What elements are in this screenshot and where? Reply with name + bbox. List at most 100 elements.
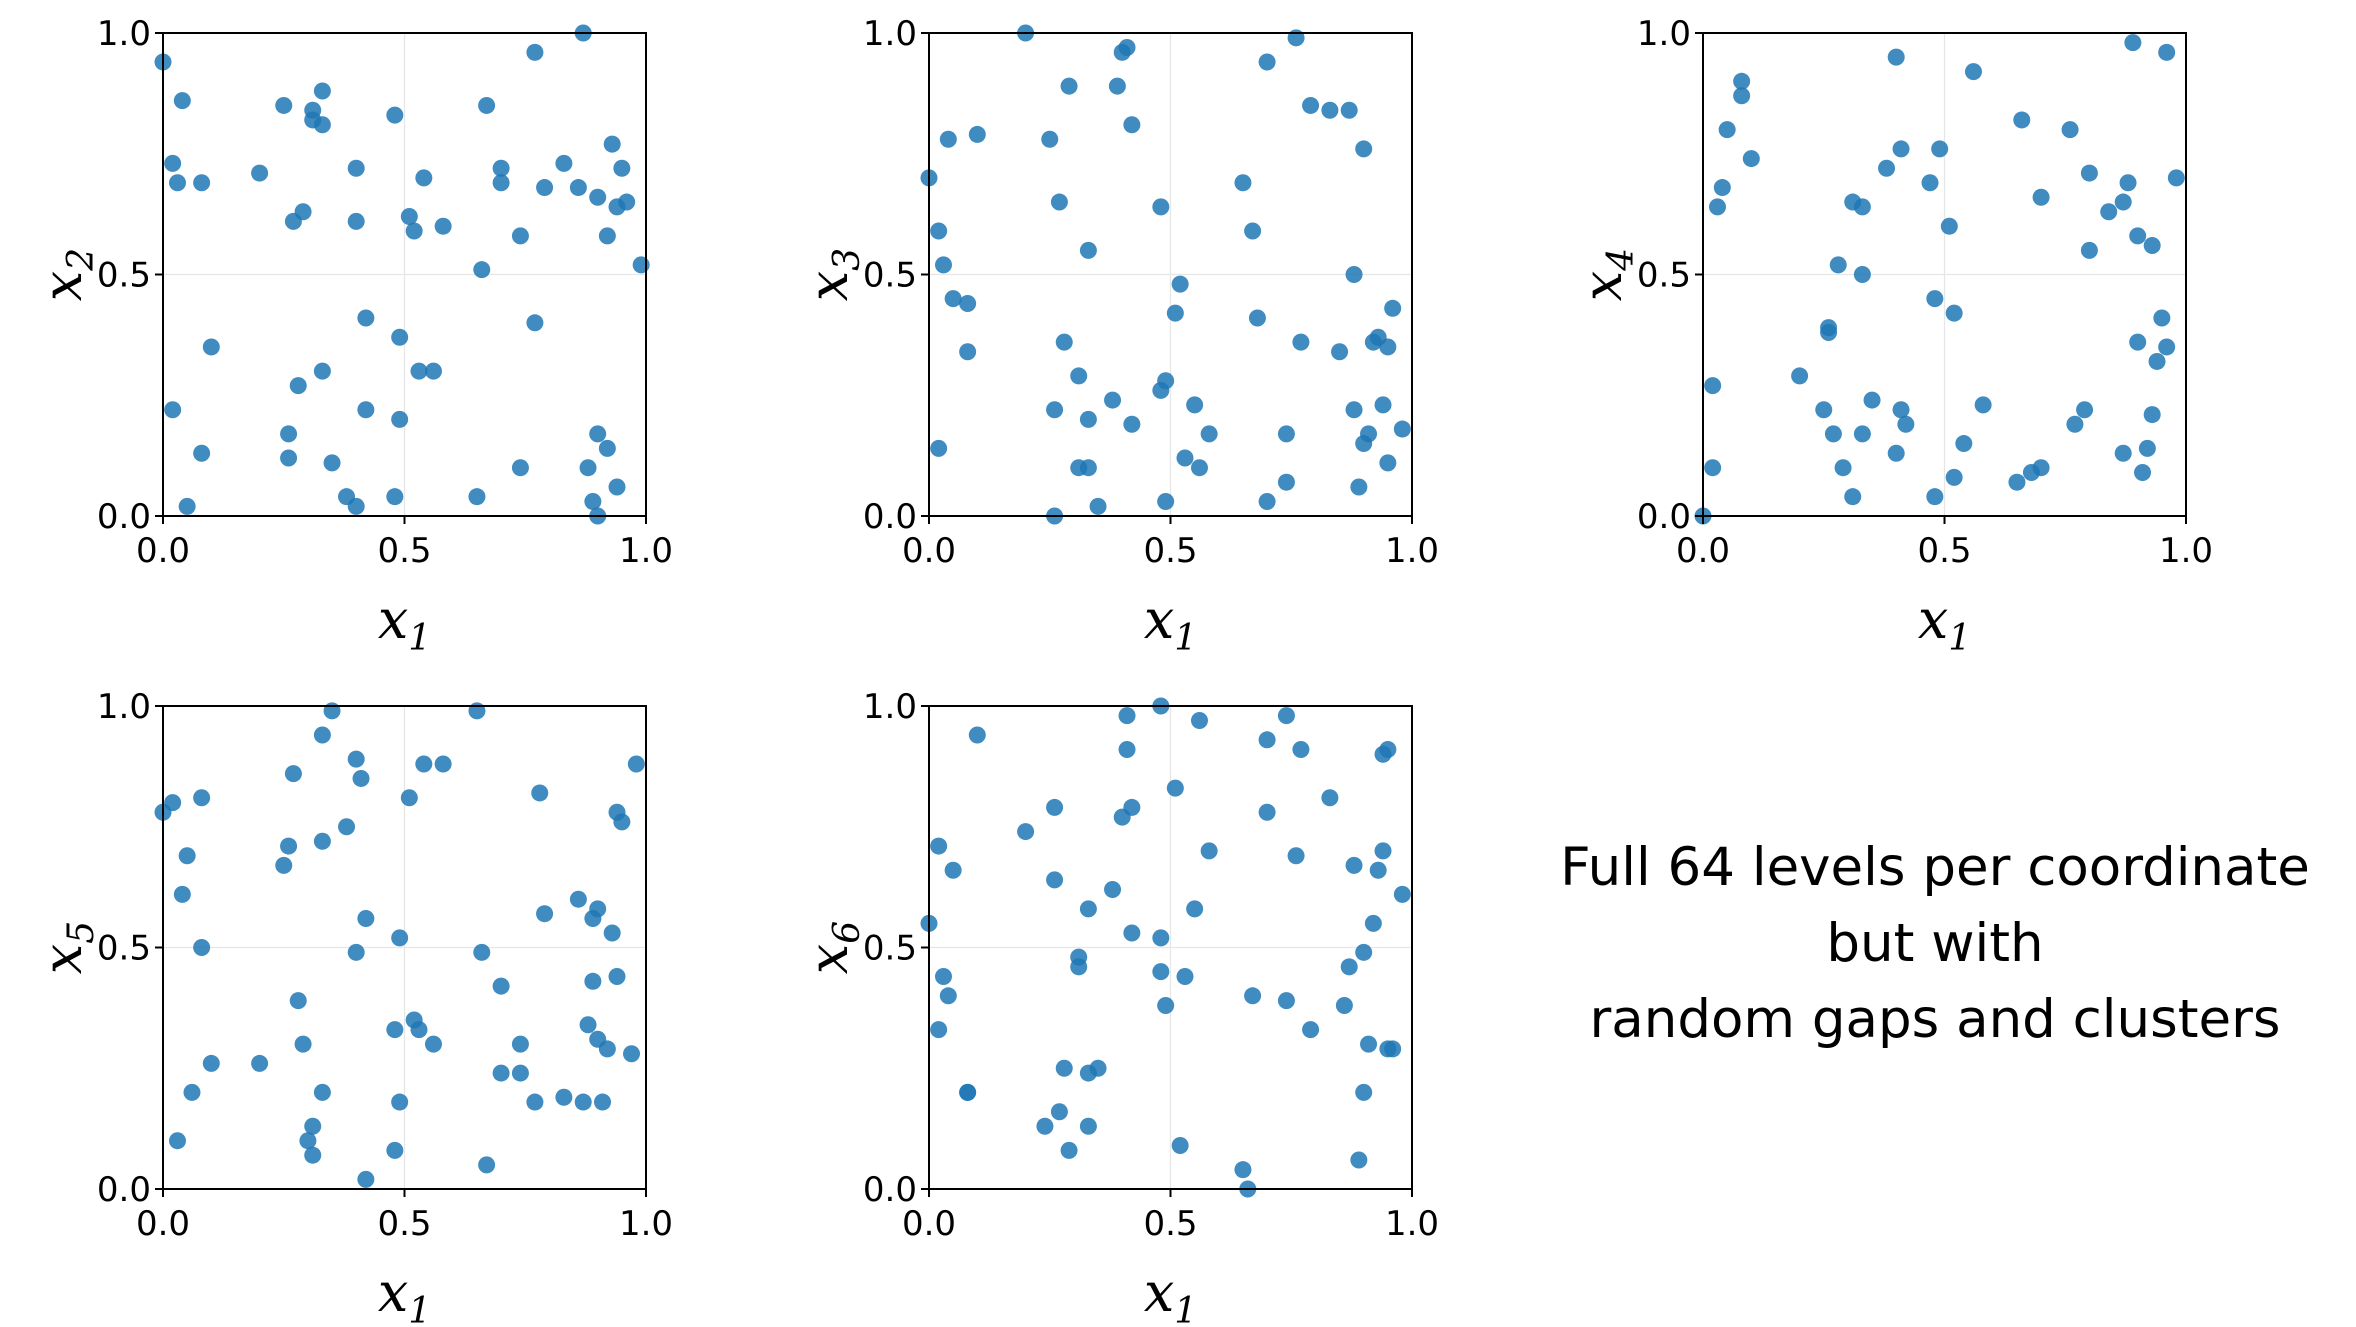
data-point — [1118, 38, 1136, 56]
data-point — [1079, 1117, 1097, 1135]
data-point — [959, 294, 977, 312]
data-point — [1355, 1083, 1373, 1101]
data-point — [1340, 101, 1358, 119]
data-point — [1152, 929, 1170, 947]
data-point — [1355, 943, 1373, 961]
data-point — [1718, 121, 1736, 139]
data-point — [391, 410, 409, 428]
data-point — [944, 861, 962, 879]
data-point — [400, 789, 418, 807]
data-point — [1853, 425, 1871, 443]
data-point — [164, 794, 182, 812]
data-point — [511, 227, 529, 245]
data-point — [1258, 53, 1276, 71]
data-point — [1079, 241, 1097, 259]
data-point — [193, 789, 211, 807]
data-point — [1384, 1040, 1402, 1058]
data-point — [574, 1093, 592, 1111]
data-point — [1350, 1151, 1368, 1169]
y-tick-label: 0.0 — [863, 1170, 917, 1210]
data-point — [1123, 924, 1141, 942]
x-tick-label: 0.0 — [1676, 531, 1730, 571]
data-point — [1079, 459, 1097, 477]
data-point — [1060, 1141, 1078, 1159]
x-tick-label: 1.0 — [1385, 1204, 1439, 1244]
data-point — [410, 362, 428, 380]
data-point — [1157, 372, 1175, 390]
data-point — [294, 1035, 312, 1053]
data-point — [939, 987, 957, 1005]
data-point — [2129, 333, 2147, 351]
data-point — [930, 1021, 948, 1039]
data-point — [1878, 159, 1896, 177]
data-point — [2138, 439, 2156, 457]
data-point — [492, 977, 510, 995]
scatter-panel-5: 0.00.0 0.5 0.5 1.0 1.0 x1 x6 — [797, 687, 1439, 1327]
data-point — [424, 1035, 442, 1053]
data-point — [1384, 299, 1402, 317]
data-point — [299, 1132, 317, 1150]
data-point — [569, 890, 587, 908]
data-point — [594, 1093, 612, 1111]
x-tick-label: 0.0 — [136, 1204, 190, 1244]
data-point — [202, 1054, 220, 1072]
data-point — [304, 1146, 322, 1164]
data-point — [1079, 410, 1097, 428]
data-point — [347, 943, 365, 961]
y-tick-label: 1.0 — [97, 14, 151, 54]
data-point — [526, 314, 544, 332]
data-point — [280, 837, 298, 855]
data-point — [1108, 77, 1126, 95]
data-point — [164, 401, 182, 419]
data-point — [313, 82, 331, 100]
data-point — [275, 856, 293, 874]
data-point — [1070, 367, 1088, 385]
data-point — [2143, 406, 2161, 424]
data-point — [2061, 121, 2079, 139]
data-point — [284, 765, 302, 783]
data-point — [434, 217, 452, 235]
data-point — [202, 338, 220, 356]
data-point — [386, 106, 404, 124]
data-point — [434, 755, 452, 773]
y-tick-label: 1.0 — [97, 687, 151, 727]
data-point — [1853, 266, 1871, 283]
data-point — [1157, 996, 1175, 1014]
data-point — [968, 726, 986, 744]
data-point — [1171, 1137, 1189, 1155]
data-point — [1060, 77, 1078, 95]
data-point — [391, 328, 409, 346]
data-point — [1104, 881, 1122, 899]
y-tick-label: 0.5 — [1637, 256, 1691, 296]
data-point — [1248, 309, 1266, 327]
data-point — [2134, 464, 2152, 482]
data-point — [1964, 63, 1982, 81]
data-point — [1379, 740, 1397, 758]
y-axis-label: x6 — [797, 921, 868, 974]
data-point — [2158, 43, 2176, 61]
y-tick-label: 0.0 — [97, 1170, 151, 1210]
data-point — [1345, 266, 1363, 283]
data-point — [357, 401, 375, 419]
data-point — [1733, 72, 1751, 90]
data-point — [183, 1083, 201, 1101]
data-point — [386, 1141, 404, 1159]
data-point — [1393, 885, 1411, 903]
data-point — [1292, 333, 1310, 351]
data-point — [613, 159, 631, 177]
data-point — [1234, 174, 1252, 192]
data-point — [1742, 150, 1760, 168]
data-point — [1393, 420, 1411, 438]
data-point — [347, 497, 365, 515]
data-point — [1050, 193, 1068, 211]
data-point — [347, 159, 365, 177]
y-tick-label: 0.0 — [1637, 497, 1691, 537]
data-point — [304, 1117, 322, 1135]
data-point — [289, 377, 307, 395]
x-tick-label: 1.0 — [619, 531, 673, 571]
data-point — [531, 784, 549, 802]
data-point — [1186, 396, 1204, 414]
data-point — [357, 309, 375, 327]
data-point — [323, 702, 341, 720]
